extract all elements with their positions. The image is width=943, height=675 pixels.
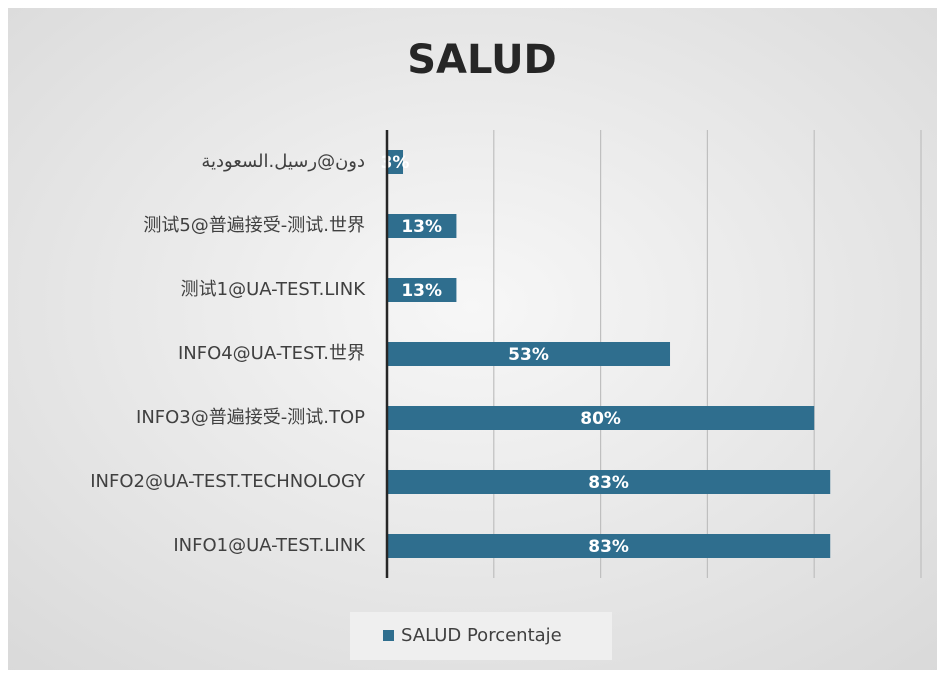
y-tick-label: دون@رسيل.السعودية [201, 151, 365, 172]
chart-background [8, 8, 937, 670]
y-tick-label: 测试1@UA-TEST.LINK [181, 279, 367, 300]
data-label: 3% [381, 153, 410, 173]
bar [387, 150, 404, 174]
bar [387, 470, 831, 494]
data-label: 83% [588, 473, 629, 493]
data-label: 53% [508, 345, 549, 365]
bar [387, 342, 671, 366]
legend-label: SALUD Porcentaje [401, 625, 562, 646]
bar [387, 214, 457, 238]
chart-title: SALUD [407, 37, 557, 83]
y-tick-label: INFO4@UA-TEST.世界 [178, 343, 365, 364]
y-tick-label: INFO1@UA-TEST.LINK [173, 535, 366, 556]
bar [387, 278, 457, 302]
legend-swatch [383, 630, 394, 641]
data-label: 13% [401, 217, 442, 237]
data-label: 80% [580, 409, 621, 429]
y-tick-label: INFO3@普遍接受-测试.TOP [136, 407, 365, 428]
bar [387, 534, 831, 558]
y-tick-label: 测试5@普遍接受-测试.世界 [143, 215, 365, 236]
data-label: 83% [588, 537, 629, 557]
bar [387, 406, 815, 430]
data-label: 13% [401, 281, 442, 301]
y-tick-label: INFO2@UA-TEST.TECHNOLOGY [90, 471, 366, 492]
